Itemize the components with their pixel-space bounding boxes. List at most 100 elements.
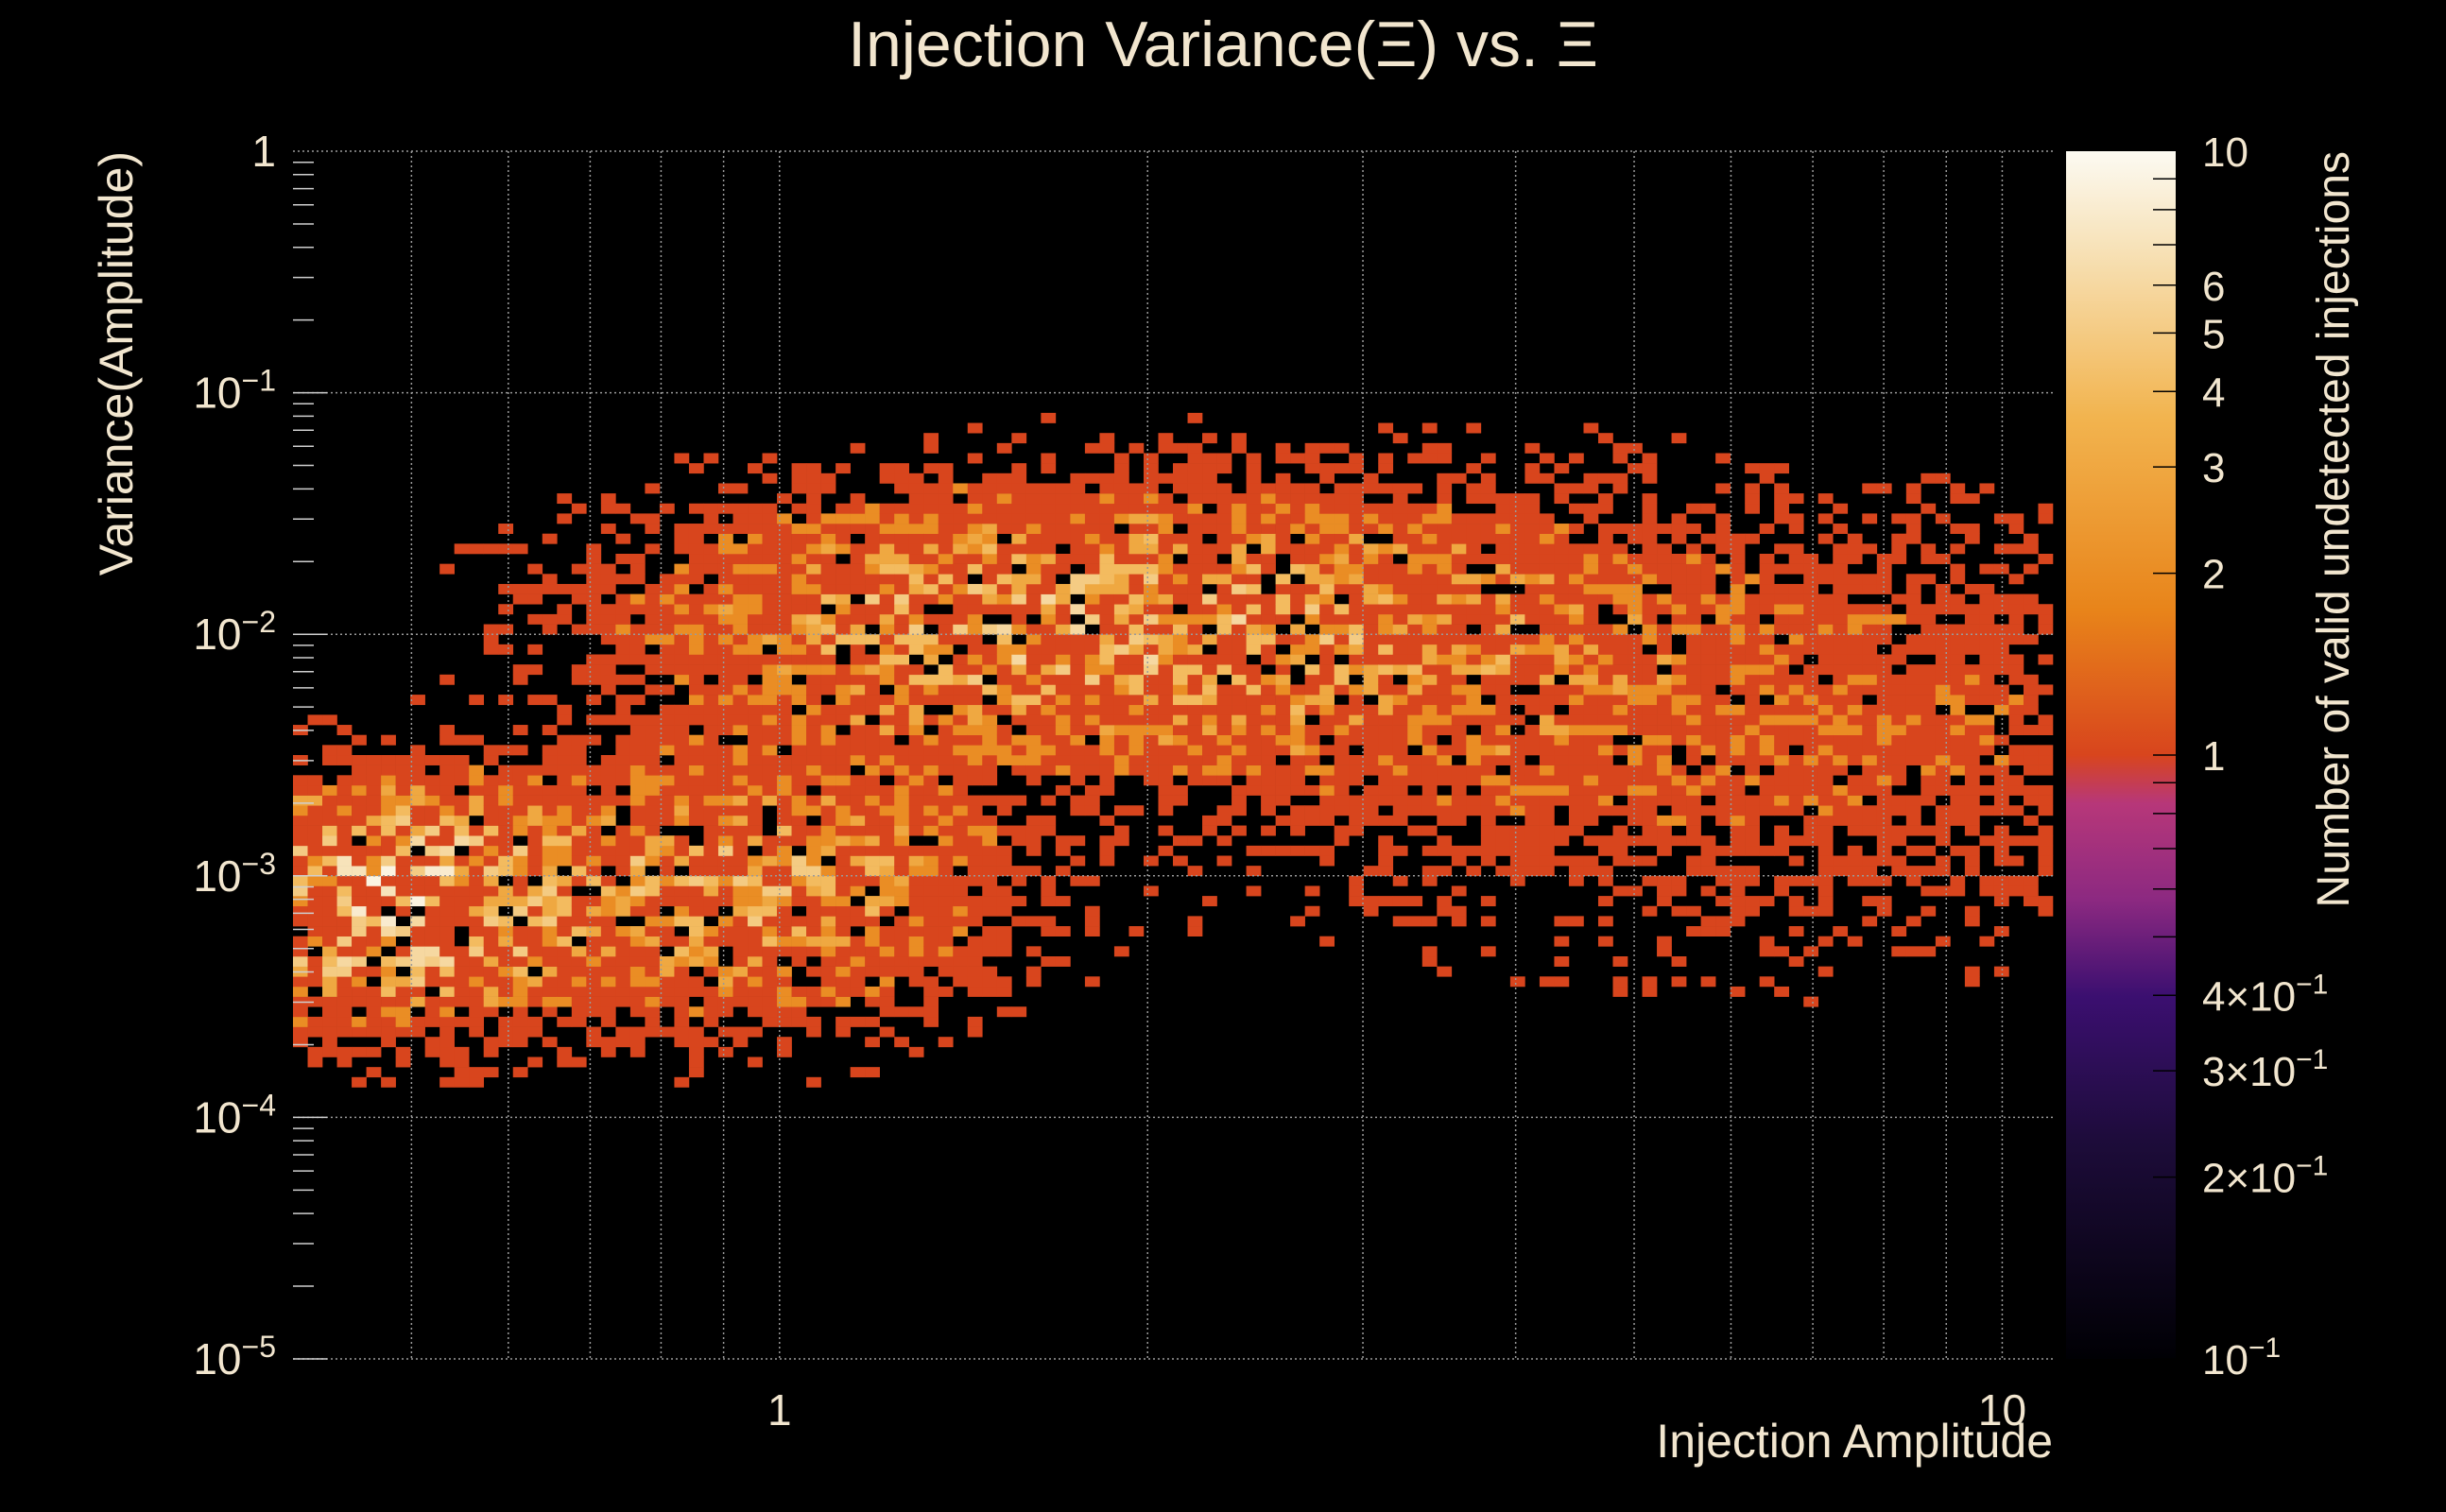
heatmap-cell: [1891, 866, 1907, 877]
heatmap-cell: [923, 946, 939, 957]
heatmap-cell: [1715, 734, 1731, 746]
heatmap-cell: [1539, 684, 1555, 696]
heatmap-cell: [512, 825, 528, 836]
heatmap-cell: [1392, 755, 1408, 765]
heatmap-cell: [629, 634, 646, 645]
heatmap-cell: [717, 604, 733, 615]
heatmap-cell: [1451, 765, 1467, 776]
heatmap-cell: [527, 845, 543, 856]
heatmap-cell: [732, 936, 749, 947]
heatmap-cell: [1261, 604, 1276, 615]
heatmap-cell: [982, 765, 998, 776]
heatmap-cell: [483, 745, 499, 756]
heatmap-cell: [1025, 493, 1042, 505]
colorbar-tick-label: 2: [2202, 552, 2225, 598]
heatmap-cell: [732, 1026, 749, 1038]
heatmap-cell: [996, 845, 1012, 856]
heatmap-cell: [1128, 704, 1145, 715]
heatmap-cell: [410, 695, 425, 706]
heatmap-cell: [1950, 483, 1966, 494]
heatmap-cell: [1509, 664, 1525, 676]
heatmap-cell: [1876, 563, 1892, 575]
heatmap-cell: [1437, 604, 1453, 615]
heatmap-cell: [586, 604, 602, 615]
heatmap-cell: [1539, 784, 1555, 796]
heatmap-cell: [659, 926, 675, 936]
heatmap-cell: [1642, 634, 1658, 645]
heatmap-cell: [1862, 583, 1878, 594]
heatmap-cell: [1568, 543, 1584, 555]
heatmap-cell: [454, 905, 470, 917]
heatmap-cell: [629, 1037, 646, 1048]
heatmap-cell: [674, 1016, 690, 1027]
heatmap-cell: [381, 734, 396, 746]
heatmap-cell: [1495, 554, 1511, 564]
heatmap-cell: [1466, 734, 1482, 746]
heatmap-cell: [1437, 442, 1453, 454]
heatmap-cell: [1715, 704, 1731, 715]
heatmap-cell: [1803, 745, 1819, 756]
heatmap-cell: [1568, 714, 1584, 726]
heatmap-cell: [2023, 684, 2039, 696]
heatmap-cell: [439, 885, 455, 897]
heatmap-cell: [1392, 604, 1408, 615]
heatmap-cell: [703, 725, 719, 735]
heatmap-cell: [1084, 604, 1100, 615]
heatmap-cell: [1099, 815, 1115, 826]
heatmap-cell: [1378, 483, 1394, 494]
heatmap-cell: [1539, 866, 1555, 877]
heatmap-cell: [454, 1016, 470, 1027]
heatmap-cell: [1232, 784, 1247, 796]
heatmap-cell: [1745, 604, 1760, 615]
heatmap-cell: [703, 775, 719, 786]
heatmap-cell: [1070, 654, 1086, 665]
heatmap-cell: [996, 946, 1012, 957]
heatmap-cell: [1524, 644, 1541, 655]
heatmap-cell: [1246, 503, 1262, 514]
heatmap-cell: [996, 664, 1012, 676]
heatmap-cell: [1041, 624, 1057, 635]
heatmap-cell: [336, 1026, 353, 1038]
heatmap-cell: [1232, 554, 1247, 564]
heatmap-cell: [1642, 855, 1658, 867]
heatmap-cell: [1509, 745, 1525, 756]
heatmap-cell: [293, 1006, 308, 1018]
heatmap-cell: [557, 583, 573, 594]
heatmap-cell: [512, 936, 528, 947]
heatmap-cell: [366, 835, 382, 847]
heatmap-cell: [512, 855, 528, 867]
heatmap-cell: [1979, 835, 1995, 847]
heatmap-cell: [1070, 704, 1086, 715]
heatmap-cell: [938, 644, 954, 655]
heatmap-cell: [483, 1037, 499, 1048]
heatmap-cell: [748, 583, 763, 594]
heatmap-cell: [1715, 755, 1731, 765]
heatmap-cell: [879, 765, 895, 776]
heatmap-cell: [1950, 604, 1966, 615]
heatmap-cell: [1715, 896, 1731, 907]
heatmap-cell: [1378, 725, 1394, 735]
heatmap-cell: [1817, 684, 1834, 696]
heatmap-cell: [1041, 815, 1057, 826]
heatmap-cell: [850, 604, 866, 615]
heatmap-cell: [1509, 604, 1525, 615]
heatmap-cell: [1407, 664, 1423, 676]
heatmap-cell: [1480, 674, 1496, 685]
heatmap-cell: [1055, 835, 1071, 847]
heatmap-cell: [1392, 433, 1408, 444]
heatmap-cell: [1979, 936, 1995, 947]
heatmap-cell: [645, 976, 661, 988]
heatmap-cell: [748, 835, 763, 847]
heatmap-cell: [410, 926, 425, 936]
heatmap-cell: [865, 745, 880, 756]
heatmap-cell: [1495, 593, 1511, 605]
heatmap-cell: [717, 815, 733, 826]
heatmap-cell: [1803, 644, 1819, 655]
heatmap-cell: [1084, 916, 1100, 927]
heatmap-cell: [542, 956, 558, 967]
heatmap-cell: [923, 503, 939, 514]
heatmap-cell: [439, 815, 455, 826]
heatmap-cell: [1158, 795, 1174, 806]
heatmap-cell: [1451, 674, 1467, 685]
heatmap-cell: [586, 654, 602, 665]
